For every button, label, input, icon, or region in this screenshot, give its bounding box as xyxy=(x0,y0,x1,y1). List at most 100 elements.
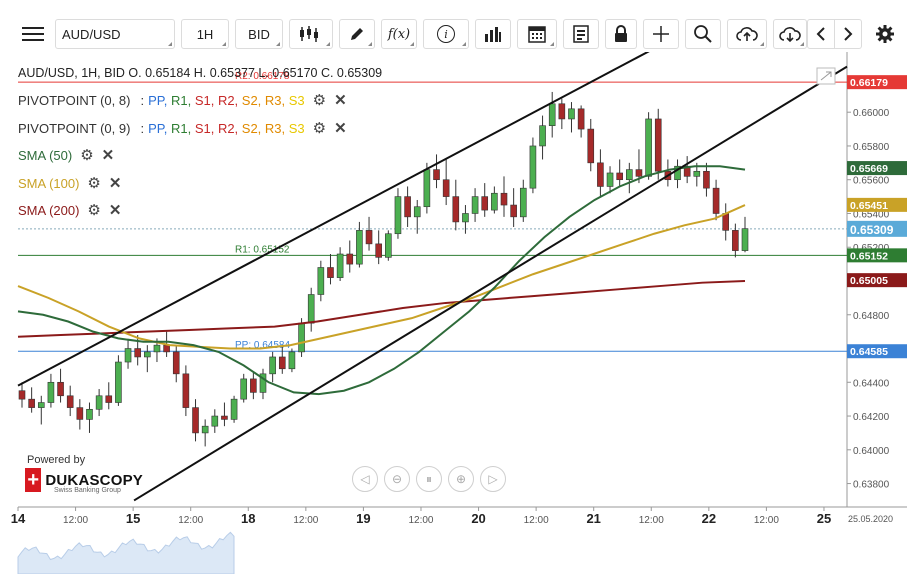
reset-button[interactable]: ⏸ xyxy=(416,466,442,492)
settings-button[interactable] xyxy=(870,19,900,49)
candle xyxy=(442,159,450,206)
candle xyxy=(230,395,238,423)
candle xyxy=(259,368,267,400)
legend-sma50[interactable]: SMA (50) ⚙ ✕ xyxy=(18,142,382,169)
draw-tool-button[interactable] xyxy=(339,19,375,49)
candle xyxy=(548,91,556,138)
candle xyxy=(278,345,286,374)
gear-icon[interactable]: ⚙ xyxy=(312,92,327,110)
candle xyxy=(76,399,84,430)
candle xyxy=(47,373,55,408)
candle xyxy=(616,159,623,187)
crosshair-icon xyxy=(653,26,669,42)
legend-sma100[interactable]: SMA (100) ⚙ ✕ xyxy=(18,170,382,197)
download-button[interactable] xyxy=(773,19,807,49)
x-tick-label: 18 xyxy=(241,511,255,526)
candle xyxy=(144,345,151,373)
timeframe-label: 1H xyxy=(196,26,214,42)
candle-body xyxy=(722,213,730,231)
candle-body xyxy=(47,381,55,403)
candle xyxy=(510,188,517,227)
candle-body xyxy=(471,196,479,214)
y-tick-label: 0.65800 xyxy=(853,142,890,153)
x-tick-label: 12:00 xyxy=(63,515,88,526)
menu-icon[interactable] xyxy=(18,19,48,49)
zoom-out-button[interactable]: ⊖ xyxy=(384,466,410,492)
indicators-button[interactable]: f(x) xyxy=(381,19,417,49)
bar-chart-icon xyxy=(485,27,501,42)
candle-body xyxy=(645,118,652,177)
timeframe-select[interactable]: 1H xyxy=(181,19,229,49)
legend-pivot-9-label: PIVOTPOINT (0, 9) xyxy=(18,120,131,136)
price-side-select[interactable]: BID xyxy=(235,19,283,49)
candle-body xyxy=(288,351,296,370)
candle-body xyxy=(394,196,402,235)
pivot-level-s2: S2, xyxy=(241,93,265,109)
function-icon: f(x) xyxy=(387,26,411,42)
calendar-button[interactable] xyxy=(517,19,557,49)
candle xyxy=(288,348,296,373)
candle-body xyxy=(433,169,440,181)
pivot-level-s1: S1, xyxy=(194,93,218,109)
candle-body xyxy=(413,206,421,218)
zoom-in-button[interactable]: ⊕ xyxy=(448,466,474,492)
candle-body xyxy=(519,187,527,218)
candle-body xyxy=(674,165,681,181)
legend-pivot-8[interactable]: PIVOTPOINT (0, 8) : PP, R1, S1, R2, S2, … xyxy=(18,87,382,114)
candle-body xyxy=(327,267,334,278)
template-button[interactable] xyxy=(563,19,599,49)
candle-body xyxy=(597,162,604,187)
close-icon[interactable]: ✕ xyxy=(334,92,347,110)
instrument-select[interactable]: AUD/USD xyxy=(55,19,175,49)
gear-icon[interactable]: ⚙ xyxy=(87,201,101,219)
candle xyxy=(722,203,730,241)
pan-left-button[interactable]: ◁ xyxy=(352,466,378,492)
crosshair-button[interactable] xyxy=(643,19,679,49)
legend-sma200[interactable]: SMA (200) ⚙ ✕ xyxy=(18,197,382,224)
candle xyxy=(385,230,392,261)
gear-icon[interactable]: ⚙ xyxy=(312,119,327,137)
chart-type-button[interactable] xyxy=(289,19,333,49)
pivot-level-pp: PP, xyxy=(148,120,171,136)
candle-body xyxy=(693,170,701,177)
chart-area[interactable]: 0.638000.640000.642000.644000.646000.648… xyxy=(0,42,907,575)
upload-button[interactable] xyxy=(727,19,767,49)
candle xyxy=(66,385,74,417)
legend-sma50-label: SMA (50) xyxy=(18,148,73,164)
zoom-button[interactable] xyxy=(685,19,721,49)
pivot-level-r1: R1, xyxy=(170,93,195,109)
gear-icon[interactable]: ⚙ xyxy=(80,147,94,165)
scroll-left-button[interactable] xyxy=(807,19,835,49)
pivot-level-r2: R2, xyxy=(217,93,242,109)
candle xyxy=(182,365,190,417)
x-tick-label: 22 xyxy=(702,511,716,526)
lock-button[interactable] xyxy=(605,19,637,49)
candle xyxy=(307,287,315,332)
candle xyxy=(626,162,633,194)
close-icon[interactable]: ✕ xyxy=(101,147,115,165)
legend-pivot-9[interactable]: PIVOTPOINT (0, 9) : PP, R1, S1, R2, S2, … xyxy=(18,115,382,142)
legend: AUD/USD, 1H, BID O. 0.65184 H. 0.65377 L… xyxy=(18,60,382,224)
candle-body xyxy=(86,408,93,420)
legend-sma200-label: SMA (200) xyxy=(18,202,80,218)
x-tick-label: 19 xyxy=(356,511,370,526)
candle-body xyxy=(500,192,508,206)
candle xyxy=(356,221,363,268)
candle-body xyxy=(616,172,623,181)
gear-icon[interactable]: ⚙ xyxy=(87,174,101,192)
scroll-right-button[interactable] xyxy=(834,19,862,49)
sma50-line xyxy=(17,165,746,396)
volume-button[interactable] xyxy=(475,19,511,49)
info-button[interactable]: i xyxy=(423,19,469,49)
candle xyxy=(394,188,402,239)
price-chart[interactable]: 0.638000.640000.642000.644000.646000.648… xyxy=(0,42,907,575)
candle-body xyxy=(192,407,199,434)
candle-body xyxy=(28,398,35,408)
y-tick-label: 0.64800 xyxy=(853,311,890,322)
candle xyxy=(57,368,64,403)
pan-right-button[interactable]: ▷ xyxy=(480,466,506,492)
close-icon[interactable]: ✕ xyxy=(108,174,122,192)
close-icon[interactable]: ✕ xyxy=(334,119,347,137)
candle xyxy=(317,260,325,302)
close-icon[interactable]: ✕ xyxy=(108,201,122,219)
